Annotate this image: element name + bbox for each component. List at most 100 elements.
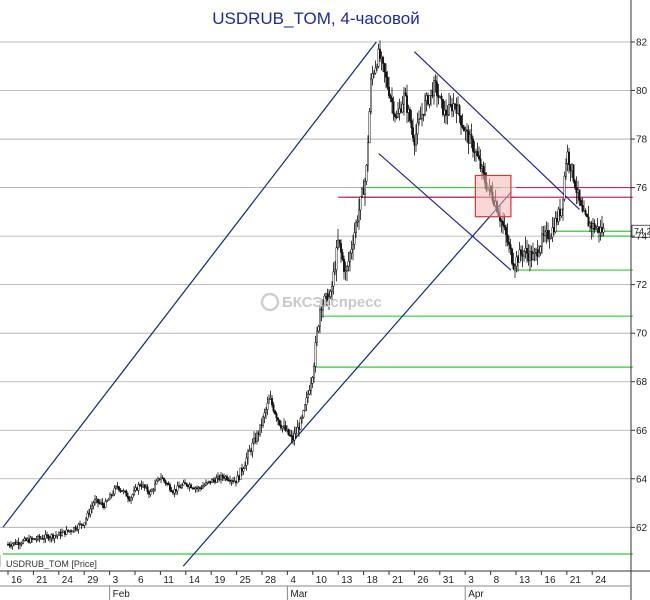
candle-body — [53, 535, 56, 539]
y-tick-label: 78 — [636, 135, 648, 146]
candle-body — [596, 226, 599, 229]
candle-body — [298, 427, 300, 430]
candle-body — [256, 432, 258, 442]
candle-body — [551, 227, 554, 238]
candle-body — [389, 95, 392, 99]
candle-body — [514, 265, 516, 269]
x-tick-label: 13 — [519, 575, 531, 586]
candle-body — [239, 467, 242, 481]
candle-body — [430, 89, 432, 96]
candle-body — [337, 239, 339, 248]
candle-body — [244, 465, 246, 469]
candle-body — [590, 222, 593, 229]
candle-body — [476, 151, 479, 156]
candle-body — [505, 226, 507, 235]
candle-body — [388, 86, 390, 97]
candle-body — [340, 243, 342, 253]
x-tick-label: 29 — [87, 575, 99, 586]
candle-body — [166, 482, 168, 485]
candle-body — [310, 383, 312, 391]
candle-body — [314, 342, 317, 367]
candle-body — [311, 377, 314, 384]
candle-body — [574, 180, 576, 188]
candle-body — [305, 397, 308, 406]
candle-body — [55, 535, 57, 537]
candle-body — [539, 246, 542, 253]
candle-body — [578, 189, 581, 201]
candle-body — [446, 114, 449, 117]
candle-body — [523, 250, 525, 257]
candle-body — [260, 424, 263, 427]
candle-body — [296, 427, 299, 434]
candle-body — [319, 308, 321, 327]
candle-body — [202, 485, 204, 489]
candle-body — [134, 487, 137, 491]
candle-body — [593, 223, 596, 230]
x-tick-label: 24 — [595, 575, 607, 586]
x-tick-label: 31 — [443, 575, 455, 586]
y-tick-label: 64 — [636, 474, 648, 485]
candle-body — [380, 56, 383, 59]
candle-body — [103, 504, 105, 508]
candle-body — [70, 530, 72, 532]
candle-body — [221, 475, 224, 478]
candle-body — [545, 230, 548, 233]
candle-body — [556, 218, 558, 222]
candle-body — [275, 413, 278, 419]
candle-body — [23, 538, 26, 541]
candle-body — [544, 231, 546, 236]
candle-body — [572, 164, 575, 182]
candle-body — [247, 451, 249, 459]
y-tick-label: 80 — [636, 86, 648, 97]
candle-body — [149, 491, 152, 495]
candle-body — [68, 530, 71, 532]
candle-body — [332, 271, 335, 287]
candle-body — [226, 476, 228, 480]
candle-body — [94, 499, 96, 504]
candle-body — [64, 530, 66, 535]
candle-body — [20, 543, 23, 545]
candle-body — [164, 480, 167, 484]
candle-body — [308, 390, 311, 395]
candle-body — [566, 151, 569, 164]
candle-body — [442, 99, 444, 115]
candle-body — [595, 227, 597, 230]
chart-title: USDRUB_TOM, 4-часовой — [212, 9, 420, 28]
candle-body — [521, 253, 524, 257]
candle-body — [205, 482, 207, 486]
y-tick-label: 68 — [636, 377, 648, 388]
candle-body — [395, 116, 398, 119]
candle-body — [581, 205, 584, 212]
candle-body — [74, 527, 77, 530]
candle-body — [175, 488, 177, 492]
candle-body — [10, 545, 12, 547]
candle-body — [194, 487, 197, 490]
candle-body — [80, 523, 83, 526]
candle-body — [313, 366, 315, 378]
candle-body — [404, 92, 407, 96]
candle-body — [187, 485, 189, 488]
candle-body — [17, 542, 20, 545]
candle-body — [587, 216, 590, 227]
candle-body — [533, 252, 536, 254]
candle-body — [535, 249, 537, 253]
candle-body — [364, 181, 366, 195]
candle-body — [406, 95, 408, 113]
candle-body — [160, 477, 162, 480]
candle-body — [293, 433, 296, 441]
candle-body — [82, 524, 84, 527]
candle-body — [145, 486, 147, 489]
candle-body — [110, 494, 113, 496]
trend-line — [413, 51, 580, 210]
x-tick-label: 21 — [570, 575, 582, 586]
candle-body — [392, 101, 395, 115]
candle-body — [412, 127, 414, 139]
candle-body — [568, 151, 570, 166]
candle-body — [290, 435, 293, 437]
candle-body — [112, 493, 114, 496]
candle-body — [107, 498, 110, 501]
candle-body — [26, 538, 29, 541]
candle-body — [524, 248, 527, 252]
candle-body — [11, 543, 14, 547]
candle-body — [148, 491, 150, 495]
